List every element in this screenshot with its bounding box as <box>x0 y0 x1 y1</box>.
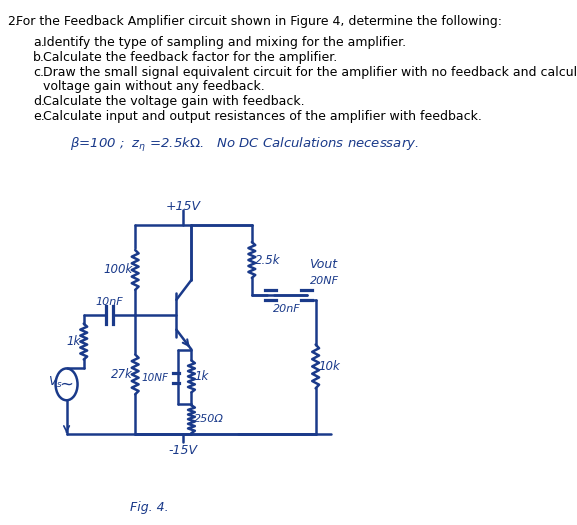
Text: a.: a. <box>33 36 44 49</box>
Text: Calculate input and output resistances of the amplifier with feedback.: Calculate input and output resistances o… <box>43 110 481 123</box>
Text: 20nF: 20nF <box>273 304 301 314</box>
Text: Identify the type of sampling and mixing for the amplifier.: Identify the type of sampling and mixing… <box>43 36 406 49</box>
Text: ~: ~ <box>59 375 74 393</box>
Text: e.: e. <box>33 110 44 123</box>
Text: c.: c. <box>33 66 44 79</box>
Text: $V_s$: $V_s$ <box>48 375 63 390</box>
Text: +15V: +15V <box>166 201 201 213</box>
Text: voltage gain without any feedback.: voltage gain without any feedback. <box>43 80 264 93</box>
Text: Draw the small signal equivalent circuit for the amplifier with no feedback and : Draw the small signal equivalent circuit… <box>43 66 577 79</box>
Text: -15V: -15V <box>168 444 198 457</box>
Text: d.: d. <box>33 95 45 108</box>
Text: 2.: 2. <box>7 15 19 28</box>
Text: 20NF: 20NF <box>309 276 339 286</box>
Text: 10k: 10k <box>319 360 340 373</box>
Text: 2.5k: 2.5k <box>254 254 280 267</box>
Text: Fig. 4.: Fig. 4. <box>130 501 168 514</box>
Text: 1k: 1k <box>194 370 208 383</box>
Text: $\beta$=100 ;  $z_{\eta}$ =2.5k$\Omega$.   No DC Calculations necessary.: $\beta$=100 ; $z_{\eta}$ =2.5k$\Omega$. … <box>70 135 419 154</box>
Text: Calculate the voltage gain with feedback.: Calculate the voltage gain with feedback… <box>43 95 304 108</box>
Text: Vout: Vout <box>309 258 338 271</box>
Text: 10NF: 10NF <box>141 373 168 383</box>
Text: 250Ω: 250Ω <box>194 414 224 424</box>
Text: 10nF: 10nF <box>95 297 123 307</box>
Text: Calculate the feedback factor for the amplifier.: Calculate the feedback factor for the am… <box>43 51 337 64</box>
Text: 27k: 27k <box>111 368 133 381</box>
Text: 1k: 1k <box>67 335 81 348</box>
Text: 100k: 100k <box>103 264 133 277</box>
Text: b.: b. <box>33 51 45 64</box>
Text: For the Feedback Amplifier circuit shown in Figure 4, determine the following:: For the Feedback Amplifier circuit shown… <box>17 15 503 28</box>
